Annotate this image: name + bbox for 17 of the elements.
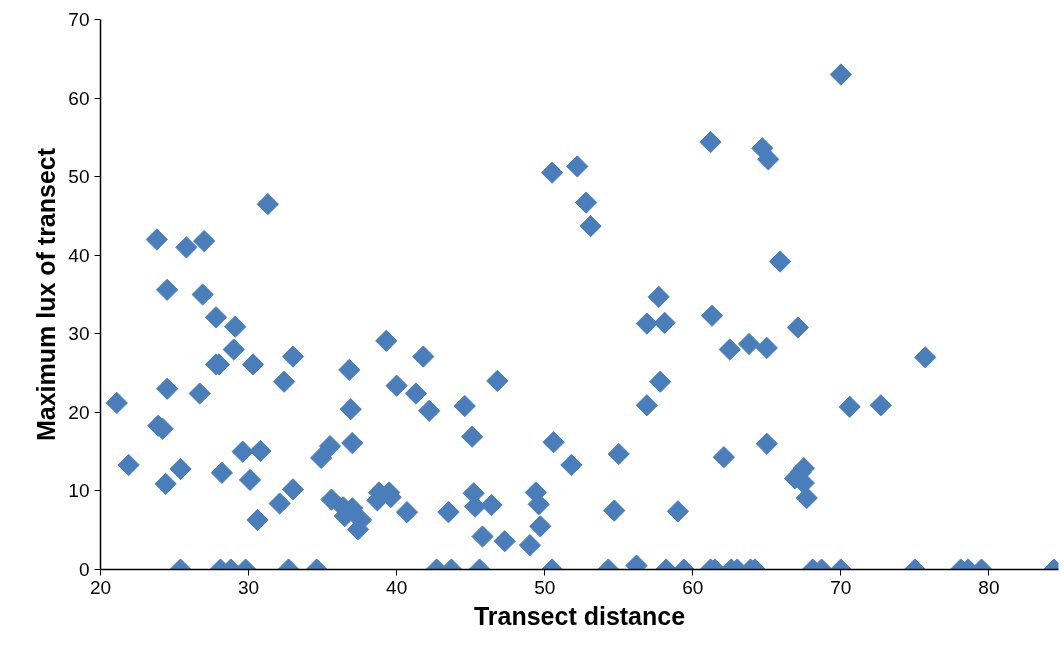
y-tick-label: 20 xyxy=(68,401,90,423)
x-tick-label: 60 xyxy=(682,576,704,598)
x-tick-label: 30 xyxy=(238,576,260,598)
x-tick-label: 80 xyxy=(978,576,1000,598)
y-tick-label: 0 xyxy=(78,559,90,580)
y-tick-label: 30 xyxy=(68,323,90,345)
y-tick-label: 40 xyxy=(68,244,90,266)
y-tick-label: 70 xyxy=(68,9,90,30)
y-tick-label: 50 xyxy=(68,166,90,188)
x-tick-label: 20 xyxy=(89,576,112,598)
x-tick-label: 50 xyxy=(534,576,556,598)
x-tick-label: 70 xyxy=(830,576,852,598)
y-axis-title: Maximum lux of transect xyxy=(32,147,61,442)
x-axis-title: Transect distance xyxy=(473,601,686,630)
y-tick-label: 60 xyxy=(68,87,90,109)
y-tick-label: 10 xyxy=(68,480,90,502)
x-tick-label: 40 xyxy=(386,576,408,598)
